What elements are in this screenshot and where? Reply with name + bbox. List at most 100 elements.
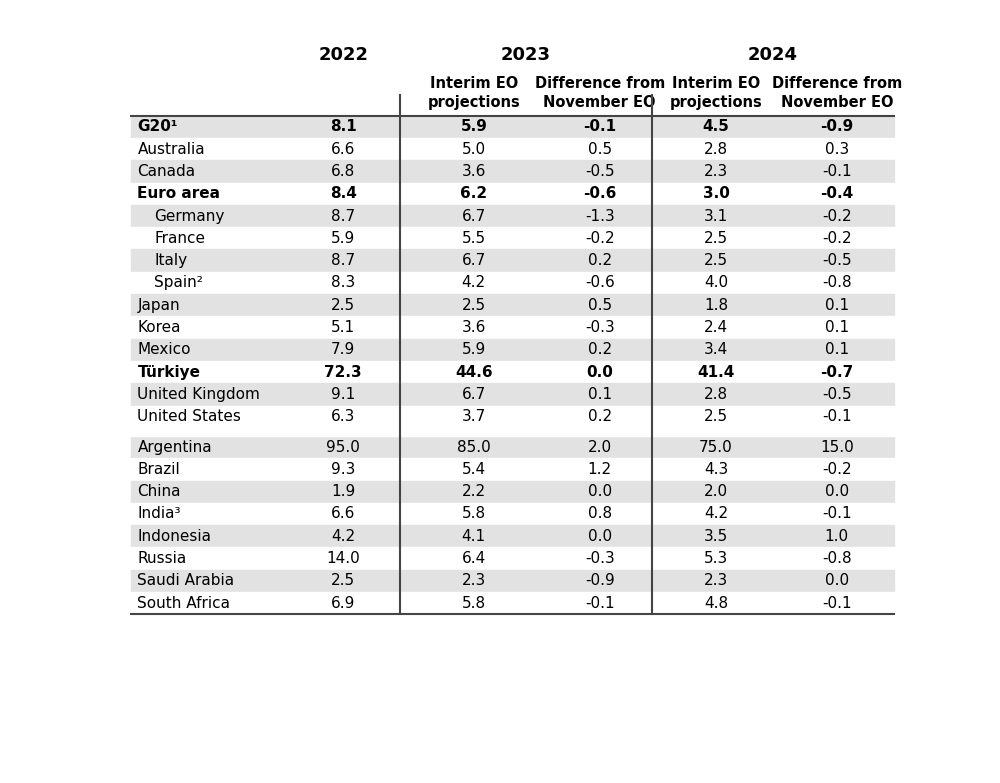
Text: 2.5: 2.5 [331,298,355,313]
Bar [131,436,894,458]
Text: 1.2: 1.2 [588,462,612,477]
Text: 2.3: 2.3 [704,164,728,179]
Text: 2024: 2024 [748,45,798,63]
Text: 4.3: 4.3 [704,462,728,477]
Text: 2.3: 2.3 [462,573,486,589]
Bar [131,428,894,436]
Text: 4.2: 4.2 [331,529,355,544]
Text: Saudi Arabia: Saudi Arabia [137,573,235,589]
Text: -0.2: -0.2 [822,208,852,223]
Text: 1.9: 1.9 [331,484,355,500]
Bar [131,227,894,250]
Text: 8.1: 8.1 [330,119,357,134]
Text: 0.0: 0.0 [588,484,612,500]
Text: 85.0: 85.0 [457,439,491,454]
Text: Türkiye: Türkiye [137,365,200,380]
Text: Interim EO
projections: Interim EO projections [670,77,762,110]
Text: 9.1: 9.1 [331,387,355,402]
Text: 2.2: 2.2 [462,484,486,500]
Text: -0.2: -0.2 [585,231,614,246]
Text: -0.6: -0.6 [585,276,615,290]
Text: United States: United States [137,410,241,424]
Text: -0.1: -0.1 [583,119,616,134]
Bar [131,406,894,428]
Text: 6.7: 6.7 [462,208,486,223]
Text: Russia: Russia [137,551,187,566]
Text: Italy: Italy [154,253,188,268]
Text: Euro area: Euro area [137,186,220,201]
Text: 5.4: 5.4 [462,462,486,477]
Text: 0.8: 0.8 [588,507,612,521]
Text: 4.8: 4.8 [704,596,728,611]
Text: 5.5: 5.5 [462,231,486,246]
Text: Australia: Australia [137,142,205,157]
Bar [131,138,894,161]
Text: United Kingdom: United Kingdom [137,387,260,402]
Text: Spain²: Spain² [154,276,203,290]
Text: Korea: Korea [137,320,181,335]
Text: France: France [154,231,205,246]
Bar [131,294,894,316]
Text: -0.4: -0.4 [820,186,853,201]
Text: 2.5: 2.5 [704,231,728,246]
Bar [131,547,894,570]
Text: 0.2: 0.2 [588,410,612,424]
Text: Argentina: Argentina [137,439,212,454]
Text: Japan: Japan [137,298,180,313]
Text: -0.1: -0.1 [585,596,614,611]
Text: 75.0: 75.0 [699,439,733,454]
Text: 2023: 2023 [501,45,551,63]
Bar [131,161,894,182]
Text: 7.9: 7.9 [331,342,355,358]
Text: -0.5: -0.5 [822,387,852,402]
Text: 0.0: 0.0 [825,573,849,589]
Text: Canada: Canada [137,164,196,179]
Text: 5.1: 5.1 [331,320,355,335]
Bar [131,205,894,227]
Text: 41.4: 41.4 [697,365,735,380]
Text: South Africa: South Africa [137,596,230,611]
Text: 44.6: 44.6 [455,365,493,380]
Text: 3.0: 3.0 [702,186,729,201]
Bar [131,384,894,406]
Text: China: China [137,484,181,500]
Bar [131,592,894,615]
Text: -0.7: -0.7 [820,365,853,380]
Text: 14.0: 14.0 [326,551,360,566]
Text: 6.4: 6.4 [462,551,486,566]
Text: 2.3: 2.3 [704,573,728,589]
Text: 2.0: 2.0 [704,484,728,500]
Text: 5.9: 5.9 [462,342,486,358]
Text: -0.9: -0.9 [820,119,853,134]
Text: -0.5: -0.5 [585,164,614,179]
Text: -0.2: -0.2 [822,231,852,246]
Text: 95.0: 95.0 [326,439,360,454]
Text: 4.2: 4.2 [704,507,728,521]
Text: Indonesia: Indonesia [137,529,211,544]
Text: -1.3: -1.3 [585,208,615,223]
Text: 6.7: 6.7 [462,253,486,268]
Text: 2.8: 2.8 [704,142,728,157]
Text: 5.8: 5.8 [462,507,486,521]
Text: 2.5: 2.5 [331,573,355,589]
Text: G20¹: G20¹ [137,119,178,134]
Text: -0.3: -0.3 [585,320,615,335]
Text: 4.1: 4.1 [462,529,486,544]
Text: 72.3: 72.3 [324,365,362,380]
Text: 0.0: 0.0 [825,484,849,500]
Text: -0.8: -0.8 [822,276,852,290]
Text: 0.1: 0.1 [825,320,849,335]
Text: 8.4: 8.4 [330,186,357,201]
Text: 5.9: 5.9 [331,231,355,246]
Bar [131,525,894,547]
Text: 0.1: 0.1 [825,342,849,358]
Text: -0.6: -0.6 [583,186,616,201]
Text: 4.5: 4.5 [702,119,729,134]
Text: 6.8: 6.8 [331,164,355,179]
Bar [131,116,894,138]
Text: 5.8: 5.8 [462,596,486,611]
Bar [131,570,894,592]
Text: 3.4: 3.4 [704,342,728,358]
Text: -0.3: -0.3 [585,551,615,566]
Text: 5.9: 5.9 [460,119,487,134]
